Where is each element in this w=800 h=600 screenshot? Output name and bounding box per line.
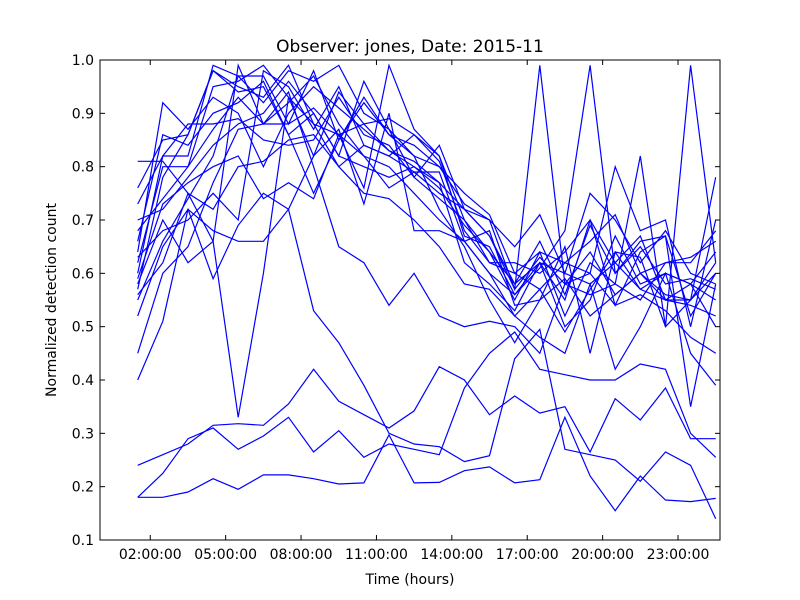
y-axis-label: Normalized detection count xyxy=(44,203,60,397)
y-tick-label: 0.5 xyxy=(72,320,94,336)
series-line-9 xyxy=(137,64,717,318)
y-axis: 0.1 0.2 0.3 0.4 0.5 0.6 0.7 0.8 0.9 1.0 xyxy=(72,53,720,549)
x-axis-label: Time (hours) xyxy=(365,572,455,588)
y-tick-label: 1.0 xyxy=(72,53,94,69)
plot-frame xyxy=(99,59,721,541)
series-line-14 xyxy=(137,96,717,318)
series-line-10 xyxy=(137,85,717,328)
series-line-2 xyxy=(137,331,717,498)
x-tick-label: 11:00:00 xyxy=(345,547,408,563)
series-line-20 xyxy=(137,113,717,354)
x-axis: 02:00:00 05:00:00 08:00:00 11:00:00 14:00:00… xyxy=(119,60,710,563)
series-line-8 xyxy=(137,64,716,285)
series-line-21 xyxy=(137,123,717,296)
series-line-6 xyxy=(137,95,717,418)
series-layer xyxy=(137,63,717,519)
x-tick-label: 23:00:00 xyxy=(647,547,710,563)
chart-title: Observer: jones, Date: 2015-11 xyxy=(276,37,544,57)
series-line-5 xyxy=(137,90,717,355)
series-line-3 xyxy=(137,365,716,466)
plot-area xyxy=(100,60,720,540)
plot-background xyxy=(100,60,720,540)
y-tick-label: 0.8 xyxy=(72,160,94,176)
series-line-12 xyxy=(137,74,717,334)
series-line-18 xyxy=(137,63,717,407)
x-tick-label: 08:00:00 xyxy=(270,547,333,563)
y-tick-label: 0.4 xyxy=(72,373,94,389)
series-line-19 xyxy=(137,69,717,327)
y-tick-label: 0.9 xyxy=(72,106,94,122)
y-tick-label: 0.3 xyxy=(72,426,94,442)
x-tick-label: 20:00:00 xyxy=(571,547,634,563)
y-tick-label: 0.2 xyxy=(72,480,94,496)
x-tick-label: 02:00:00 xyxy=(119,547,182,563)
y-tick-label: 0.1 xyxy=(72,533,94,549)
x-tick-label: 05:00:00 xyxy=(194,547,257,563)
series-line-17 xyxy=(137,64,717,327)
x-tick-label: 17:00:00 xyxy=(496,547,559,563)
x-tick-label: 14:00:00 xyxy=(420,547,483,563)
series-line-4 xyxy=(137,207,717,519)
y-tick-label: 0.7 xyxy=(72,213,94,229)
series-line-1 xyxy=(137,415,716,512)
y-tick-label: 0.6 xyxy=(72,266,94,282)
